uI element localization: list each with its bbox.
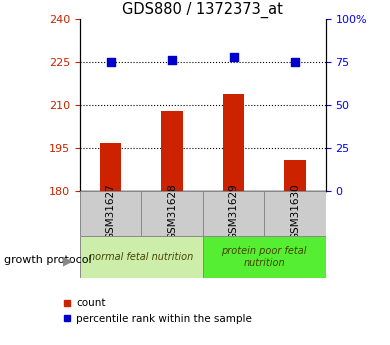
Point bbox=[108, 59, 114, 65]
Text: GSM31630: GSM31630 bbox=[290, 183, 300, 240]
Bar bbox=[80, 191, 141, 236]
Point bbox=[230, 54, 237, 60]
Bar bbox=[161, 111, 183, 191]
Bar bbox=[203, 236, 326, 278]
Bar bbox=[203, 191, 264, 236]
Text: GSM31629: GSM31629 bbox=[229, 183, 239, 240]
Text: growth protocol: growth protocol bbox=[4, 256, 92, 265]
Text: ▶: ▶ bbox=[64, 254, 73, 267]
Text: normal fetal nutrition: normal fetal nutrition bbox=[89, 252, 193, 262]
Bar bbox=[264, 191, 326, 236]
Bar bbox=[141, 191, 203, 236]
Bar bbox=[223, 94, 244, 191]
Text: protein poor fetal
nutrition: protein poor fetal nutrition bbox=[222, 246, 307, 268]
Text: GSM31627: GSM31627 bbox=[106, 183, 116, 240]
Legend: count, percentile rank within the sample: count, percentile rank within the sample bbox=[64, 298, 252, 324]
Bar bbox=[80, 236, 203, 278]
Point bbox=[292, 59, 298, 65]
Bar bbox=[284, 160, 306, 191]
Bar bbox=[100, 142, 121, 191]
Text: GSM31628: GSM31628 bbox=[167, 183, 177, 240]
Point bbox=[169, 58, 175, 63]
Title: GDS880 / 1372373_at: GDS880 / 1372373_at bbox=[122, 1, 283, 18]
